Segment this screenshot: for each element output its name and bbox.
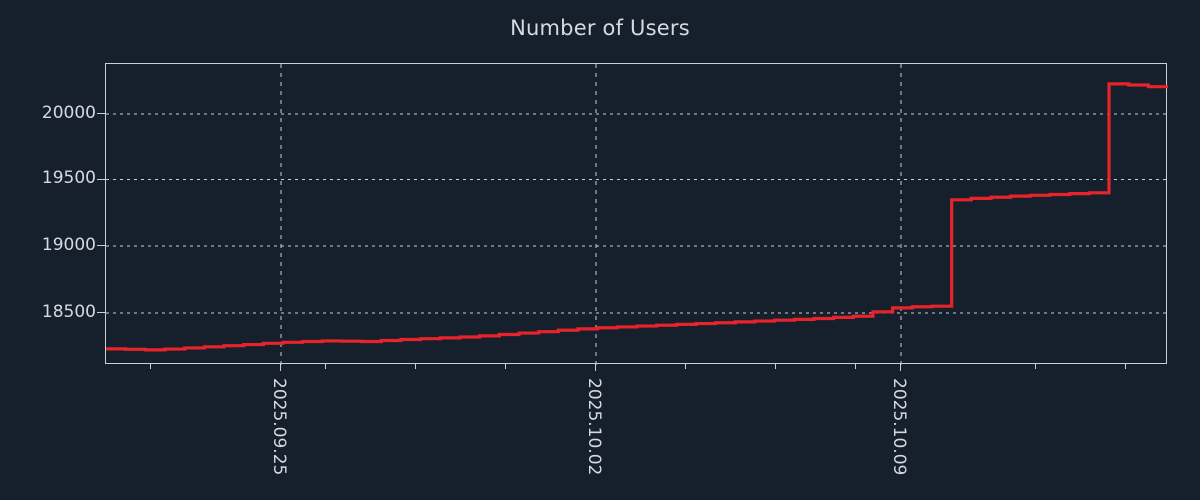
x-axis-minor-tick [150, 364, 151, 369]
x-axis-minor-tick [325, 364, 326, 369]
x-axis-minor-tick [505, 364, 506, 369]
x-axis-minor-tick [415, 364, 416, 369]
y-axis-tick-mark [97, 245, 105, 246]
x-axis-tick-label: 2025.09.25 [269, 378, 289, 476]
y-axis-tick-mark [97, 113, 105, 114]
y-axis-tick-mark [97, 312, 105, 313]
y-axis-tick-label: 19500 [41, 168, 96, 188]
y-axis-tick-label: 20000 [41, 103, 96, 123]
x-axis-major-tick [900, 364, 901, 371]
x-axis-major-tick [595, 364, 596, 371]
x-axis-tick-label: 2025.10.02 [584, 378, 604, 476]
y-axis-tick-labels: 20000 19500 19000 18500 [0, 0, 96, 500]
x-axis-tick-label: 2025.10.09 [889, 378, 909, 476]
plot-svg [106, 64, 1168, 365]
chart-title: Number of Users [510, 16, 690, 40]
x-axis-minor-tick [1035, 364, 1036, 369]
x-axis-minor-tick [1125, 364, 1126, 369]
x-axis-minor-tick [775, 364, 776, 369]
y-axis-tick-label: 19000 [41, 235, 96, 255]
x-axis-minor-tick [855, 364, 856, 369]
y-axis-tick-mark [97, 178, 105, 180]
x-axis-major-tick [280, 364, 281, 371]
y-axis-tick-label: 18500 [41, 302, 96, 322]
data-series-line [106, 82, 1168, 352]
gridlines-horizontal [106, 113, 1168, 314]
x-axis-minor-tick [685, 364, 686, 369]
plot-area [105, 63, 1168, 365]
